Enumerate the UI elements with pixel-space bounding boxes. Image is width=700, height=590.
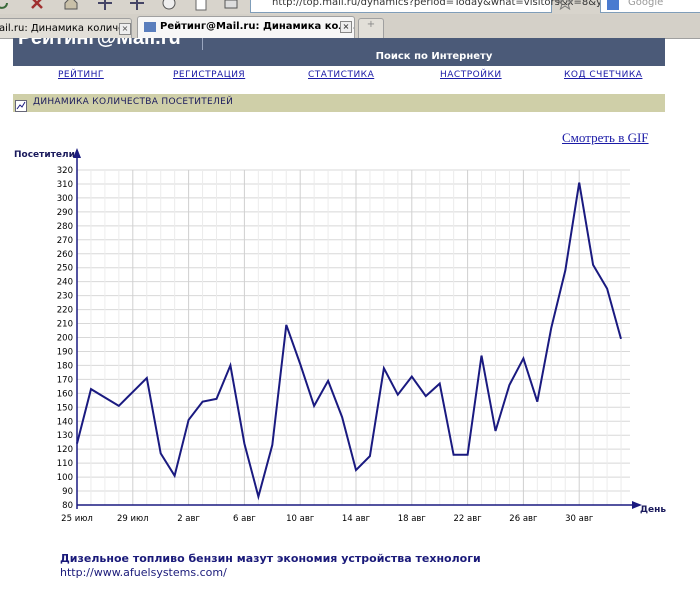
y-tick-label: 150 [57,403,73,413]
x-tick-label: 26 авг [509,514,538,524]
new-tab-label: + [366,19,376,30]
y-tick-label: 100 [57,473,73,483]
y-tick-label: 130 [57,431,73,441]
logo-divider [202,38,203,50]
view-gif-link[interactable]: Смотреть в GIF [562,130,649,145]
search-band: Поиск по Интернету [203,50,665,66]
chart-axes [73,148,642,509]
x-tick-label: 2 авг [177,514,200,524]
visitors-chart: 80 90 100 110 120 130 140 150 160 170 180 190 200 210… [14,148,666,524]
nav-registration[interactable]: РЕГИСТРАЦИЯ [173,70,246,80]
y-tick-label: 190 [57,347,73,357]
tab-label: Рейтинг@Mail.ru: Динамика коли... [160,21,355,32]
nav-rating[interactable]: РЕЙТИНГ [58,70,104,80]
y-tick-label: 110 [57,459,73,469]
stop-icon[interactable] [28,0,46,12]
y-tick-label: 310 [57,180,73,190]
y-tick-label: 120 [57,445,73,455]
x-tick-label: 10 авг [286,514,315,524]
x-tick-label: 18 авг [398,514,427,524]
y-tick-label: 260 [57,250,73,260]
browser-toolbar: http://top.mail.ru/dynamics?period=Today… [0,0,700,14]
search-bar[interactable] [600,0,700,13]
x-axis-arrow [632,501,642,509]
y-tick-label: 230 [57,292,73,302]
y-tick-label: 160 [57,389,73,399]
x-tick-label: 30 авг [565,514,594,524]
x-tick-label: 6 авг [233,514,256,524]
y-tick-label: 180 [57,361,73,371]
y-tick-label: 240 [57,278,73,288]
new-tab-button[interactable]: + [358,18,384,38]
favicon-icon [144,22,156,32]
x-tick-label: 29 июл [117,514,149,524]
y-tick-label: 140 [57,417,73,427]
search-label[interactable]: Поиск по Интернету [375,51,493,62]
y-tick-label: 280 [57,222,73,232]
x-tick-label: 14 авг [342,514,371,524]
y-tick-label: 210 [57,320,73,330]
nav-settings[interactable]: НАСТРОЙКИ [440,70,502,80]
tab-dynamics-1[interactable]: ail.ru: Динамика количес... × [0,18,132,38]
y-tick-label: 320 [57,166,73,176]
address-bar[interactable] [250,0,552,13]
google-icon [604,0,622,12]
section-header: ДИНАМИКА КОЛИЧЕСТВА ПОСЕТИТЕЛЕЙ [13,94,665,112]
print-icon[interactable] [222,0,240,12]
y-axis-arrow [73,148,81,158]
y-tick-label: 300 [57,194,73,204]
tab-dynamics-2[interactable]: Рейтинг@Mail.ru: Динамика коли... × [137,16,355,38]
tab-label: ail.ru: Динамика количес... [0,23,132,34]
close-icon[interactable]: × [340,21,352,33]
chart-ticks: 80 90 100 110 120 130 140 150 160 170 180 190 200 210… [57,166,594,524]
page-icon[interactable] [192,0,210,12]
bookmark-add-icon[interactable] [128,0,146,12]
address-text: http://top.mail.ru/dynamics?period=Today… [272,0,611,8]
nav-counter-code[interactable]: КОД СЧЕТЧИКА [564,70,643,80]
y-tick-label: 220 [57,306,73,316]
ad-title[interactable]: Дизельное топливо бензин мазут экономия … [60,552,481,565]
reload-icon[interactable] [0,0,12,12]
chart-icon [15,97,27,112]
site-header: Рейтинг@Mail.ru Поиск по Интернету [13,38,665,66]
y-tick-label: 200 [57,334,73,344]
y-tick-label: 80 [62,501,73,511]
visitors-line [76,182,622,501]
search-placeholder: Google [628,0,664,8]
chart-grid [76,169,630,506]
history-icon[interactable] [160,0,178,12]
ad-url[interactable]: http://www.afuelsystems.com/ [60,566,227,579]
y-tick-label: 250 [57,264,73,274]
add-icon[interactable] [96,0,114,12]
y-axis-title: Посетители [14,150,75,160]
y-tick-label: 90 [62,487,73,497]
nav-statistics[interactable]: СТАТИСТИКА [308,70,375,80]
y-tick-label: 290 [57,208,73,218]
close-icon[interactable]: × [119,23,131,35]
x-axis-title: День [640,505,666,515]
x-tick-label: 25 июл [61,514,93,524]
tab-bar: ail.ru: Динамика количес... × Рейтинг@Ma… [0,14,700,39]
home-icon[interactable] [62,0,80,12]
y-tick-label: 170 [57,375,73,385]
x-tick-label: 22 авг [453,514,482,524]
section-title: ДИНАМИКА КОЛИЧЕСТВА ПОСЕТИТЕЛЕЙ [33,97,234,107]
star-icon[interactable] [556,0,574,12]
y-tick-label: 270 [57,236,73,246]
site-logo[interactable]: Рейтинг@Mail.ru [18,38,181,49]
